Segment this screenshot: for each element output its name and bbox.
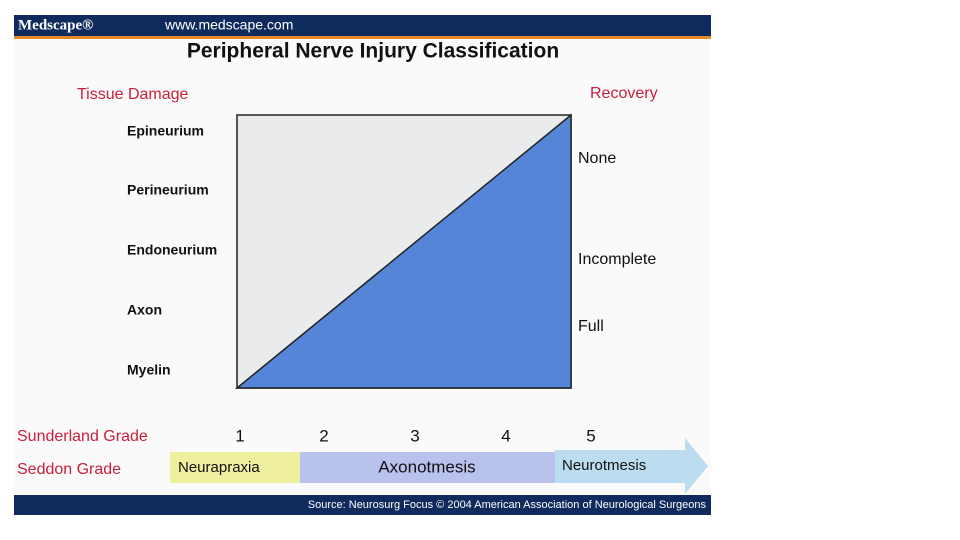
- recovery-level: Incomplete: [578, 251, 656, 268]
- recovery-level: Full: [578, 318, 604, 335]
- seddon-grade: Neurotmesis: [562, 457, 646, 474]
- seddon-grade: Neurapraxia: [178, 459, 260, 476]
- title: Peripheral Nerve Injury Classification: [187, 40, 559, 63]
- footer-bar: [14, 495, 711, 515]
- axonotmesis-band: [300, 452, 555, 483]
- tissue-layer: Myelin: [127, 362, 171, 378]
- sunderland-grade: 2: [319, 426, 328, 445]
- seddon-label: Seddon Grade: [17, 461, 121, 478]
- neurapraxia-band: [170, 452, 300, 483]
- damage-triangle: [234, 113, 572, 389]
- tissue-layer: Axon: [127, 302, 162, 318]
- source: Source: Neurosurg Focus © 2004 American …: [308, 499, 707, 511]
- right-heading: Recovery: [590, 85, 658, 102]
- sunderland-grade: 5: [586, 426, 595, 445]
- sunderland-grade: 4: [501, 426, 510, 445]
- recovery-level: None: [578, 150, 616, 167]
- header-stripe: [14, 36, 711, 39]
- seddon-grade: Axonotmesis: [378, 457, 475, 476]
- url: www.medscape.com: [164, 17, 293, 33]
- sunderland-grade: 1: [235, 426, 244, 445]
- logo: Medscape®: [18, 17, 93, 33]
- tissue-layer: Endoneurium: [127, 242, 217, 258]
- neurotmesis-arrow: [555, 438, 708, 494]
- sunderland-grade: 3: [410, 426, 419, 445]
- tissue-layer: Perineurium: [127, 182, 209, 198]
- sunderland-label: Sunderland Grade: [17, 428, 148, 445]
- header-bar: [14, 15, 711, 36]
- tissue-layer: Epineurium: [127, 123, 204, 139]
- left-heading: Tissue Damage: [77, 86, 189, 103]
